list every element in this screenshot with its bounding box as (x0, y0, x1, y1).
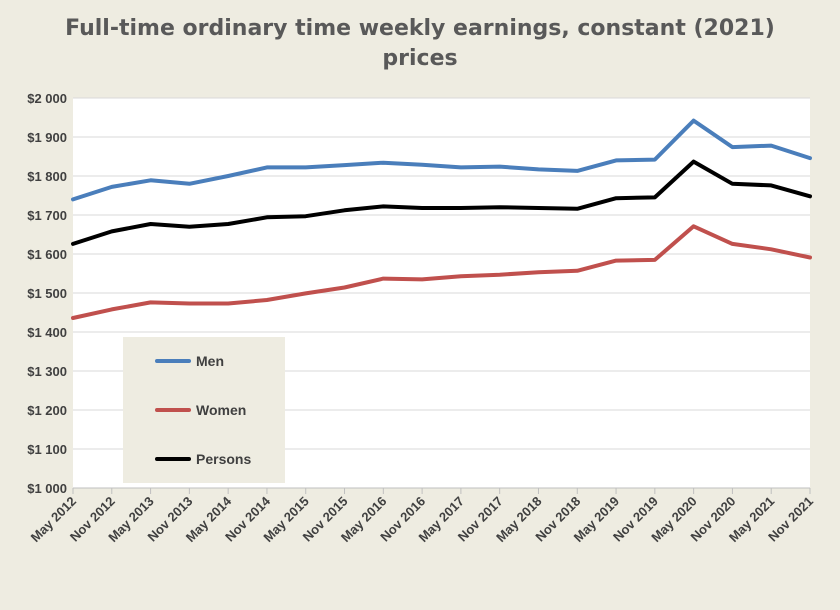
series-line-men (71, 118, 812, 202)
y-tick-label: $1 800 (27, 169, 67, 184)
y-tick-label: $1 100 (27, 442, 67, 457)
chart-title-line-1: Full-time ordinary time weekly earnings,… (65, 16, 775, 41)
legend-label-men: Men (196, 353, 224, 369)
y-tick-label: $1 500 (27, 286, 67, 301)
y-tick-label: $1 300 (27, 364, 67, 379)
legend (123, 337, 285, 483)
y-tick-label: $1 200 (27, 403, 67, 418)
y-tick-label: $1 900 (27, 130, 67, 145)
y-tick-label: $2 000 (27, 91, 67, 106)
y-tick-label: $1 000 (27, 481, 67, 496)
chart-title: Full-time ordinary time weekly earnings,… (0, 14, 840, 74)
series-line-women (71, 224, 812, 320)
chart-title-line-2: prices (382, 46, 458, 71)
y-tick-label: $1 600 (27, 247, 67, 262)
y-tick-label: $1 400 (27, 325, 67, 340)
y-tick-label: $1 700 (27, 208, 67, 223)
legend-label-persons: Persons (196, 451, 251, 467)
series-line-persons (71, 159, 812, 246)
legend-label-women: Women (196, 402, 246, 418)
